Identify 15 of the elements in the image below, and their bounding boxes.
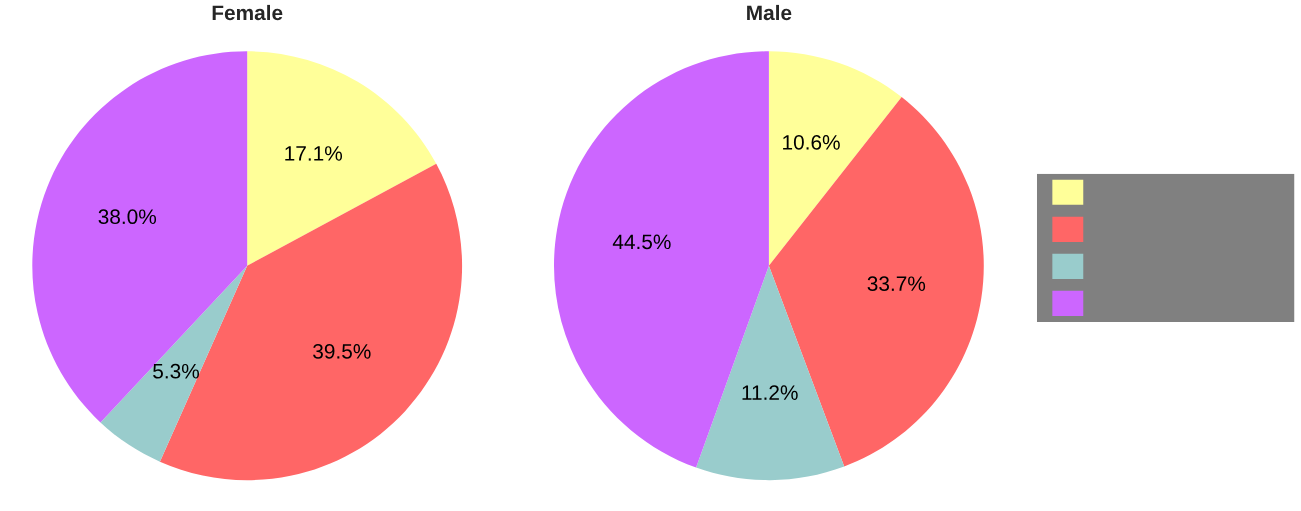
data-label: 17.1% bbox=[285, 146, 343, 161]
data-label: 44.5% bbox=[612, 234, 671, 250]
data-label: 5.3% bbox=[153, 363, 199, 379]
pie-slice bbox=[247, 51, 437, 266]
pie-slice bbox=[32, 51, 248, 423]
data-label: 10.6% bbox=[783, 134, 840, 150]
data-label: 39.5% bbox=[313, 343, 371, 359]
pie-slice bbox=[696, 265, 845, 481]
chart-title: Male bbox=[747, 4, 792, 21]
data-label: 11.2% bbox=[742, 385, 798, 400]
pie-slice bbox=[100, 265, 248, 462]
pie-slice bbox=[768, 51, 902, 266]
chart-title: Female bbox=[212, 4, 283, 21]
data-label: 33.7% bbox=[867, 276, 926, 292]
data-label: 38.0% bbox=[98, 209, 157, 225]
